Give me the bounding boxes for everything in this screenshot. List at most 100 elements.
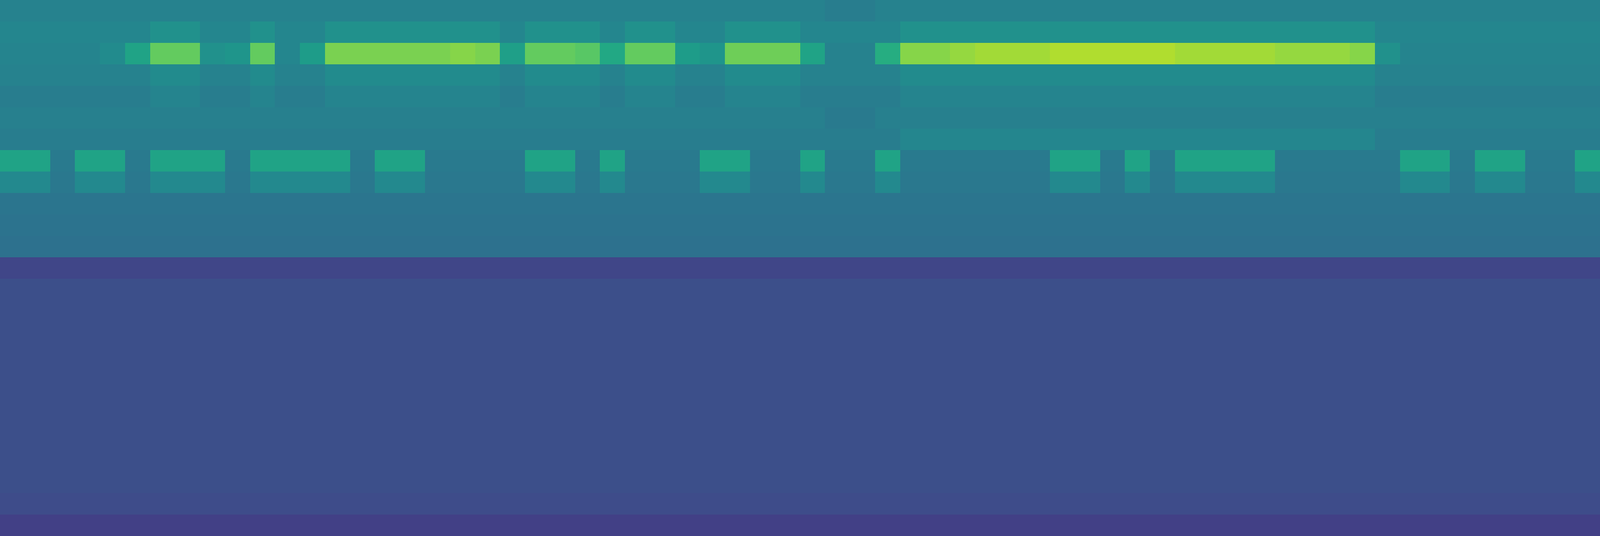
heatmap-cell — [650, 364, 676, 387]
heatmap-cell — [74, 85, 101, 108]
heatmap-cell — [675, 214, 701, 237]
heatmap-cell — [1325, 257, 1351, 280]
heatmap-cell — [775, 515, 801, 536]
heatmap-cell — [1574, 386, 1600, 409]
heatmap-cell — [624, 214, 651, 237]
heatmap-cell — [1274, 450, 1301, 473]
heatmap-cell — [125, 429, 151, 452]
heatmap-cell — [1500, 85, 1526, 108]
heatmap-cell — [1274, 64, 1301, 87]
heatmap-cell — [1225, 0, 1251, 22]
heatmap-cell — [800, 386, 826, 409]
heatmap-cell — [350, 21, 376, 44]
heatmap-cell — [775, 472, 801, 495]
heatmap-cell — [624, 386, 651, 409]
heatmap-cell — [1400, 150, 1426, 173]
heatmap-cell — [450, 472, 476, 495]
heatmap-cell — [750, 515, 776, 536]
heatmap-cell — [50, 0, 76, 22]
heatmap-cell — [800, 515, 826, 536]
heatmap-cell — [50, 472, 76, 495]
heatmap-cell — [424, 0, 451, 22]
heatmap-cell — [1549, 85, 1576, 108]
heatmap-cell — [1225, 257, 1251, 280]
heatmap-cell — [1449, 42, 1476, 65]
heatmap-cell — [1474, 21, 1501, 44]
heatmap-cell — [350, 493, 376, 516]
heatmap-cell — [1400, 343, 1426, 366]
heatmap-cell — [1049, 386, 1076, 409]
heatmap-cell — [74, 429, 101, 452]
heatmap-cell — [1574, 364, 1600, 387]
heatmap-cell — [1024, 300, 1051, 323]
heatmap-cell — [250, 472, 276, 495]
heatmap-cell — [524, 364, 551, 387]
heatmap-cell — [299, 236, 326, 259]
heatmap-cell — [624, 236, 651, 259]
heatmap-cell — [499, 107, 526, 130]
heatmap-cell — [750, 321, 776, 344]
heatmap-cell — [1175, 450, 1201, 473]
heatmap-cell — [74, 42, 101, 65]
heatmap-cell — [1349, 128, 1376, 151]
heatmap-cell — [25, 450, 51, 473]
heatmap-cell — [99, 493, 126, 516]
heatmap-cell — [325, 64, 351, 87]
heatmap-cell — [599, 171, 626, 194]
heatmap-cell — [1225, 21, 1251, 44]
heatmap-cell — [1374, 214, 1401, 237]
heatmap-cell — [1400, 321, 1426, 344]
heatmap-cell — [225, 493, 251, 516]
heatmap-cell — [74, 472, 101, 495]
heatmap-cell — [1525, 64, 1551, 87]
heatmap-cell — [299, 493, 326, 516]
heatmap-cell — [325, 214, 351, 237]
heatmap-cell — [1225, 364, 1251, 387]
heatmap-cell — [250, 386, 276, 409]
heatmap-cell — [199, 257, 226, 280]
heatmap-cell — [650, 107, 676, 130]
heatmap-cell — [1500, 386, 1526, 409]
heatmap-cell — [399, 107, 426, 130]
heatmap-cell — [1249, 300, 1276, 323]
heatmap-cell — [1374, 0, 1401, 22]
heatmap-cell — [750, 0, 776, 22]
heatmap-cell — [1349, 386, 1376, 409]
heatmap-cell — [1525, 21, 1551, 44]
heatmap-cell — [399, 85, 426, 108]
heatmap-cell — [150, 0, 176, 22]
heatmap-cell — [524, 407, 551, 430]
heatmap-cell — [949, 193, 976, 216]
heatmap-cell — [599, 429, 626, 452]
heatmap-cell — [849, 493, 876, 516]
heatmap-cell — [450, 321, 476, 344]
heatmap-cell — [1200, 21, 1226, 44]
heatmap-cell — [1349, 343, 1376, 366]
heatmap-cell — [1449, 150, 1476, 173]
heatmap-cell — [1075, 128, 1101, 151]
heatmap-cell — [1500, 107, 1526, 130]
heatmap-cell — [225, 343, 251, 366]
heatmap-cell — [99, 214, 126, 237]
heatmap-cell — [949, 107, 976, 130]
heatmap-cell — [74, 171, 101, 194]
heatmap-cell — [424, 321, 451, 344]
heatmap-cell — [624, 171, 651, 194]
heatmap-cell — [1300, 214, 1326, 237]
heatmap-cell — [325, 429, 351, 452]
heatmap-cell — [374, 64, 401, 87]
heatmap-cell — [1425, 214, 1451, 237]
heatmap-cell — [274, 171, 301, 194]
heatmap-cell — [775, 107, 801, 130]
heatmap-cell — [25, 85, 51, 108]
heatmap-cell — [1500, 343, 1526, 366]
heatmap-cell — [374, 407, 401, 430]
heatmap-cell — [1449, 21, 1476, 44]
heatmap-cell — [1400, 128, 1426, 151]
heatmap-cell — [1100, 214, 1126, 237]
heatmap-cell — [949, 343, 976, 366]
heatmap-cell — [1400, 472, 1426, 495]
heatmap-cell — [624, 85, 651, 108]
heatmap-cell — [50, 171, 76, 194]
heatmap-cell — [1200, 407, 1226, 430]
